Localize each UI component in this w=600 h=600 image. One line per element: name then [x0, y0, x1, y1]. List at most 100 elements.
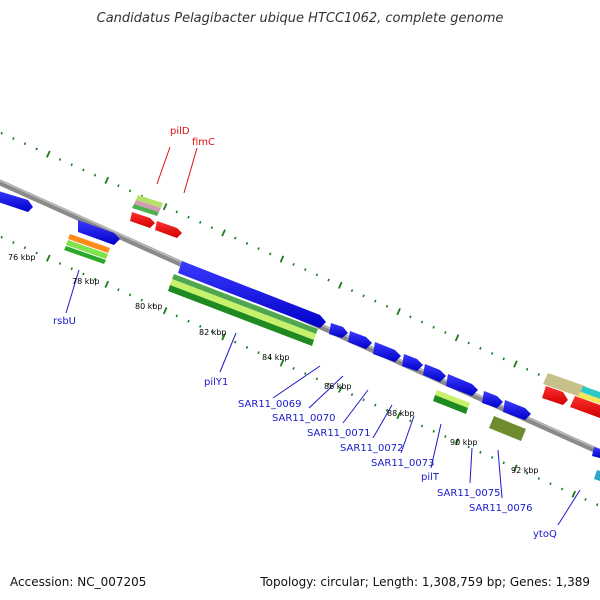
gene-feature[interactable] [581, 386, 600, 399]
genome-summary-text: Topology: circular; Length: 1,308,759 bp… [259, 575, 590, 589]
tick-mark [432, 325, 435, 329]
cds-feature[interactable] [503, 400, 531, 420]
tick-mark [128, 189, 132, 193]
gene-feature-pilt[interactable] [435, 390, 470, 408]
cds-feature[interactable] [0, 190, 33, 212]
tick-mark [162, 307, 168, 315]
tick-mark [23, 142, 27, 146]
tick-mark [0, 131, 3, 135]
tick-mark [420, 424, 424, 428]
tick-mark [104, 176, 110, 184]
gene-feature[interactable] [66, 240, 108, 259]
cds-feature[interactable] [373, 342, 401, 362]
gene-feature-pild[interactable] [132, 204, 159, 216]
gene-label-sar11-0071[interactable]: SAR11_0071 [307, 428, 371, 439]
tick-mark [12, 241, 15, 244]
tick-mark [93, 173, 97, 177]
tick-mark [257, 351, 260, 355]
cds-feature[interactable] [78, 220, 120, 245]
inner-tick-track [0, 235, 599, 507]
cds-feature[interactable] [348, 331, 372, 349]
gene-feature-fimc[interactable] [130, 212, 155, 228]
tick-mark [444, 435, 447, 438]
gene-label-sar11-0070[interactable]: SAR11_0070 [272, 413, 336, 424]
tick-mark [70, 163, 73, 167]
gene-feature[interactable] [172, 274, 318, 334]
gene-label-sar11-0069[interactable]: SAR11_0069 [238, 399, 302, 410]
gene-label-pilt[interactable]: pilT [421, 472, 440, 483]
gene-feature[interactable] [570, 396, 600, 418]
forward-strand-features [0, 190, 182, 264]
tick-mark [327, 278, 330, 282]
pily1-feature [168, 261, 326, 346]
tick-mark [162, 203, 168, 211]
tick-mark [513, 360, 518, 368]
cds-feature[interactable] [592, 447, 600, 458]
gene-feature[interactable] [594, 470, 600, 481]
tick-mark [362, 398, 365, 402]
tick-mark [245, 241, 249, 245]
cds-feature[interactable] [329, 323, 348, 338]
gene-feature[interactable] [542, 386, 568, 405]
tick-mark [35, 147, 38, 151]
gene-feature[interactable] [168, 285, 314, 346]
tick-mark [23, 246, 27, 250]
tick-mark [420, 320, 424, 324]
cds-feature[interactable] [446, 374, 478, 396]
gene-labels: pilD fimC rsbU pilY1 SAR11_0069 SAR11_00… [53, 126, 557, 540]
tick-mark [221, 333, 226, 341]
gene-feature[interactable] [578, 392, 600, 404]
tick-mark [279, 255, 285, 263]
tick-mark [58, 262, 62, 265]
gene-label-sar11-0075[interactable]: SAR11_0075 [437, 488, 501, 499]
tick-mark [454, 334, 460, 342]
tick-mark [490, 352, 494, 355]
tick-mark [117, 288, 120, 292]
tick-mark [268, 356, 272, 360]
tick-mark [304, 372, 307, 376]
tick-mark [479, 450, 482, 454]
tick-mark [175, 314, 179, 318]
tick-mark [0, 235, 3, 239]
tick-mark [117, 184, 120, 188]
gene-feature-fimc[interactable] [155, 221, 182, 238]
gene-label-sar11-0072[interactable]: SAR11_0072 [340, 443, 404, 454]
cds-feature[interactable] [423, 364, 446, 382]
gene-feature[interactable] [68, 234, 110, 253]
gene-feature[interactable] [543, 373, 585, 397]
gene-feature[interactable] [489, 416, 526, 441]
tick-mark [502, 461, 505, 465]
tick-mark [12, 137, 15, 140]
tick-mark [315, 273, 319, 277]
gene-label-rsbu[interactable]: rsbU [53, 316, 76, 327]
tick-mark [374, 403, 377, 407]
gene-label-sar11-0073[interactable]: SAR11_0073 [371, 458, 435, 469]
tick-mark [327, 382, 330, 386]
gene-feature[interactable] [64, 246, 106, 264]
gene-feature[interactable] [170, 279, 316, 340]
gene-label-sar11-0076[interactable]: SAR11_0076 [469, 503, 533, 514]
tick-mark [479, 346, 482, 350]
tick-mark [257, 247, 260, 251]
cds-feature[interactable] [178, 261, 326, 328]
cds-feature[interactable] [482, 391, 503, 408]
tick-label: 88 kbp [387, 409, 415, 418]
gene-label-fimc[interactable]: fimC [192, 137, 215, 148]
tick-mark [198, 324, 202, 328]
gene-label-ytoq[interactable]: ytoQ [533, 529, 557, 540]
tick-mark [537, 373, 541, 376]
gene-label-pild[interactable]: pilD [170, 126, 190, 137]
tick-mark [467, 445, 470, 449]
tick-mark [268, 252, 272, 256]
gene-feature-pilt[interactable] [433, 395, 468, 414]
cds-feature[interactable] [402, 354, 423, 371]
gene-feature-pild[interactable] [134, 200, 161, 212]
tick-mark [350, 289, 354, 293]
tick-mark [210, 226, 214, 230]
tick-label: 92 kbp [511, 466, 539, 475]
gene-label-pily1[interactable]: pilY1 [204, 377, 228, 388]
tick-mark [292, 366, 295, 370]
gene-feature-pild[interactable] [136, 195, 163, 208]
tick-mark [279, 359, 285, 367]
